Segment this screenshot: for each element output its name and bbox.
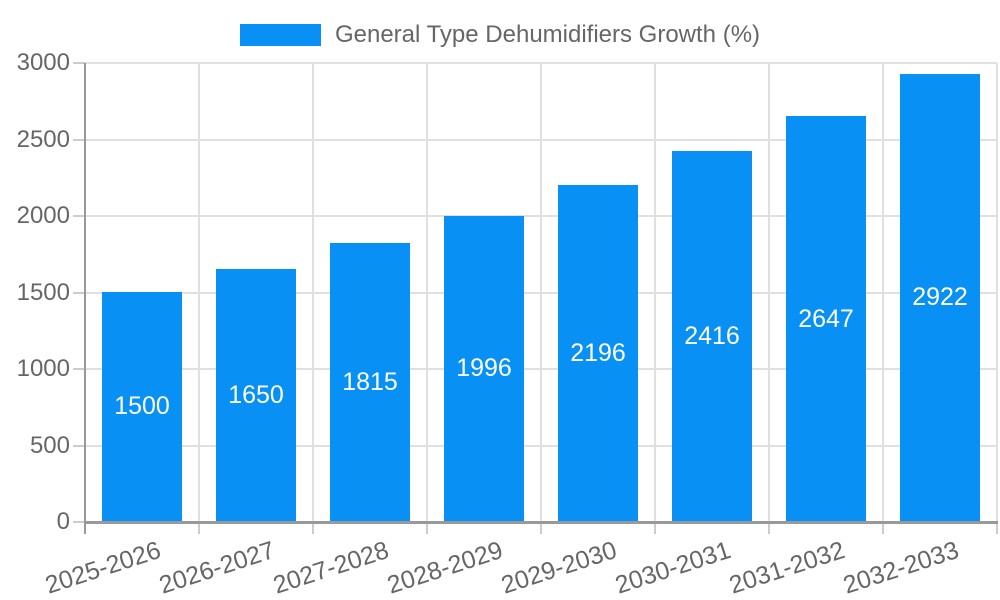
bar[interactable]	[786, 116, 866, 521]
v-gridline	[540, 63, 542, 522]
x-tick	[996, 524, 998, 534]
x-tick	[768, 524, 770, 534]
legend[interactable]: General Type Dehumidifiers Growth (%)	[0, 21, 1000, 49]
x-axis-line	[84, 521, 998, 524]
y-tick-label: 500	[29, 431, 70, 459]
bar[interactable]	[558, 185, 638, 521]
x-tick	[426, 524, 428, 534]
v-gridline	[654, 63, 656, 522]
bar[interactable]	[330, 243, 410, 521]
y-tick-label: 1500	[16, 278, 70, 306]
y-tick	[73, 291, 85, 294]
bar-value-label: 2416	[684, 322, 740, 351]
x-tick	[198, 524, 200, 534]
y-axis-line	[84, 63, 86, 534]
legend-swatch	[239, 24, 321, 46]
y-tick-label: 0	[56, 508, 70, 535]
legend-label: General Type Dehumidifiers Growth (%)	[334, 21, 761, 48]
bar-value-label: 1815	[342, 368, 398, 397]
y-tick	[73, 444, 85, 447]
v-gridline	[198, 63, 200, 522]
bar[interactable]	[444, 215, 524, 521]
bar[interactable]	[216, 268, 296, 521]
y-tick	[73, 138, 85, 141]
bar-value-label: 2922	[912, 283, 968, 312]
v-gridline	[996, 63, 998, 522]
v-gridline	[768, 63, 770, 522]
y-tick	[73, 215, 85, 217]
bar-value-label: 1500	[114, 392, 170, 421]
bar-value-label: 2647	[798, 304, 854, 333]
bar-value-label: 1996	[456, 354, 512, 383]
y-tick	[73, 62, 85, 64]
x-tick	[882, 524, 884, 534]
x-tick-label: 2029-2030	[498, 536, 621, 600]
v-gridline	[426, 63, 428, 522]
y-tick	[73, 521, 85, 523]
y-tick-label: 1000	[16, 355, 70, 382]
x-tick	[540, 524, 542, 534]
x-tick-label: 2032-2033	[840, 536, 963, 600]
x-tick-label: 2025-2026	[42, 536, 165, 600]
v-gridline	[312, 63, 314, 522]
x-tick	[654, 524, 656, 534]
x-tick-label: 2031-2032	[726, 536, 849, 600]
x-tick-label: 2030-2031	[612, 536, 735, 600]
x-tick-label: 2028-2029	[384, 536, 507, 600]
y-tick	[73, 368, 85, 370]
v-gridline	[882, 63, 884, 522]
y-tick-label: 2500	[16, 125, 70, 153]
bar-value-label: 2196	[570, 339, 626, 367]
y-tick-label: 3000	[16, 49, 70, 76]
y-tick-label: 2000	[16, 202, 70, 229]
bar-value-label: 1650	[228, 380, 284, 409]
bar[interactable]	[672, 151, 752, 521]
x-tick	[312, 524, 314, 534]
x-tick-label: 2027-2028	[270, 536, 393, 600]
x-tick-label: 2026-2027	[156, 536, 279, 600]
bar[interactable]	[900, 73, 980, 521]
bar[interactable]	[102, 291, 182, 521]
